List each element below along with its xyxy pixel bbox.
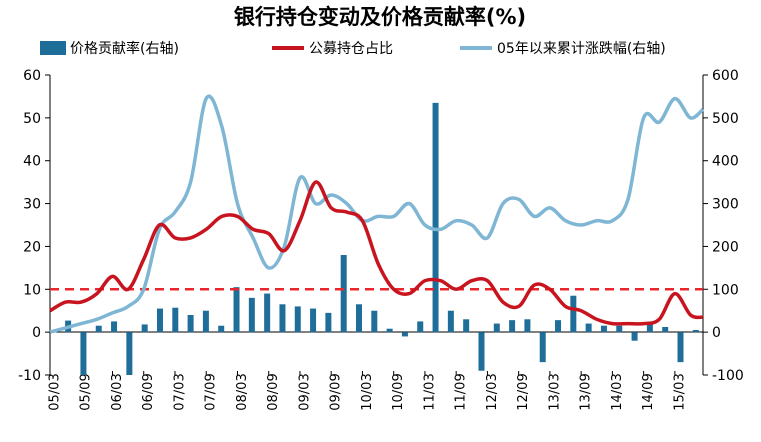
- x-tick-label: 05/03: [48, 373, 63, 410]
- bar: [141, 324, 148, 333]
- bar-series: [65, 102, 699, 375]
- left-tick-label: 40: [23, 154, 41, 170]
- bar: [616, 325, 623, 333]
- x-tick-label: 13/09: [579, 373, 594, 410]
- x-tick-label: 10/09: [391, 373, 406, 410]
- bar: [202, 310, 209, 333]
- left-tick-label: 50: [23, 111, 41, 127]
- left-tick-label: 60: [23, 68, 41, 84]
- x-tick-label: 06/03: [110, 373, 125, 410]
- left-tick-label: 10: [23, 282, 41, 298]
- bar: [371, 310, 378, 333]
- right-tick-label: 200: [712, 239, 739, 255]
- bar: [279, 304, 286, 333]
- bar: [692, 330, 699, 333]
- bar: [478, 332, 485, 371]
- bar: [555, 320, 562, 333]
- x-tick-label: 07/03: [172, 373, 187, 410]
- left-axis-ticks: -10 0 10 20 30 40 50 60: [18, 68, 50, 384]
- x-tick-label: 13/03: [547, 373, 562, 410]
- bar: [172, 307, 179, 333]
- right-tick-label: -100: [712, 368, 744, 384]
- line-fund-holding-ratio: [49, 180, 704, 326]
- bar: [294, 306, 301, 333]
- bar: [539, 332, 546, 363]
- bar: [585, 323, 592, 333]
- x-tick-label: 08/09: [266, 373, 281, 410]
- bar: [524, 319, 531, 333]
- right-axis-ticks: -100 0 100 200 300 400 500 600: [703, 68, 744, 384]
- bar: [662, 327, 669, 333]
- x-tick-label: 09/09: [329, 373, 344, 410]
- bar: [310, 308, 317, 333]
- bar: [677, 332, 684, 363]
- x-tick-label: 07/09: [204, 373, 219, 410]
- left-tick-label: 20: [23, 239, 41, 255]
- left-tick-label: 30: [23, 197, 41, 213]
- bar: [493, 323, 500, 333]
- x-tick-label: 06/09: [141, 373, 156, 410]
- bar: [264, 293, 271, 333]
- left-tick-label: 0: [32, 325, 41, 341]
- bar: [447, 310, 454, 333]
- left-tick-label: -10: [18, 368, 41, 384]
- bar: [340, 255, 347, 333]
- x-tick-label: 11/03: [422, 373, 437, 410]
- right-tick-label: 0: [712, 325, 721, 341]
- bar: [631, 332, 638, 341]
- bar: [432, 102, 439, 333]
- chart-title: 银行持仓变动及价格贡献率(%): [234, 5, 526, 29]
- bar: [401, 332, 408, 337]
- bar: [95, 325, 102, 333]
- right-tick-label: 600: [712, 68, 739, 84]
- legend: 价格贡献率(右轴) 公募持仓占比 05年以来累计涨跌幅(右轴): [40, 40, 666, 57]
- legend-swatch-bar: [40, 41, 66, 55]
- bar: [218, 325, 225, 333]
- bar: [325, 312, 332, 333]
- bar: [570, 295, 577, 333]
- bar: [111, 321, 118, 333]
- bar: [386, 328, 393, 333]
- x-tick-label: 08/03: [235, 373, 250, 410]
- legend-label-fund: 公募持仓占比: [309, 41, 393, 57]
- right-tick-label: 400: [712, 154, 739, 170]
- bar: [509, 320, 516, 333]
- bar: [248, 297, 255, 333]
- bar: [233, 287, 240, 333]
- x-tick-label: 12/03: [485, 373, 500, 410]
- x-tick-label: 05/09: [79, 373, 94, 410]
- bar: [356, 304, 363, 333]
- legend-label-bar: 价格贡献率(右轴): [70, 40, 179, 57]
- bar: [156, 308, 163, 333]
- bar: [126, 332, 133, 375]
- x-axis-ticks: 05/03 05/09 06/03 06/09 07/03 07/09 08/03 08/09…: [48, 371, 687, 411]
- legend-label-cum: 05年以来累计涨跌幅(右轴): [497, 41, 666, 57]
- x-tick-label: 11/09: [454, 373, 469, 410]
- right-tick-label: 300: [712, 197, 739, 213]
- x-tick-label: 09/03: [297, 373, 312, 410]
- line-series: [49, 94, 705, 334]
- right-tick-label: 500: [712, 111, 739, 127]
- x-tick-label: 15/03: [672, 373, 687, 410]
- bar: [600, 325, 607, 333]
- x-tick-label: 12/09: [516, 373, 531, 410]
- bar: [417, 321, 424, 333]
- bar: [463, 319, 470, 333]
- x-tick-label: 14/03: [610, 373, 625, 410]
- right-tick-label: 100: [712, 282, 739, 298]
- x-tick-label: 10/03: [360, 373, 375, 410]
- line-cumulative-return: [49, 94, 705, 334]
- bar: [187, 315, 194, 333]
- bar: [80, 332, 87, 375]
- bar: [646, 323, 653, 333]
- x-tick-label: 14/09: [641, 373, 656, 410]
